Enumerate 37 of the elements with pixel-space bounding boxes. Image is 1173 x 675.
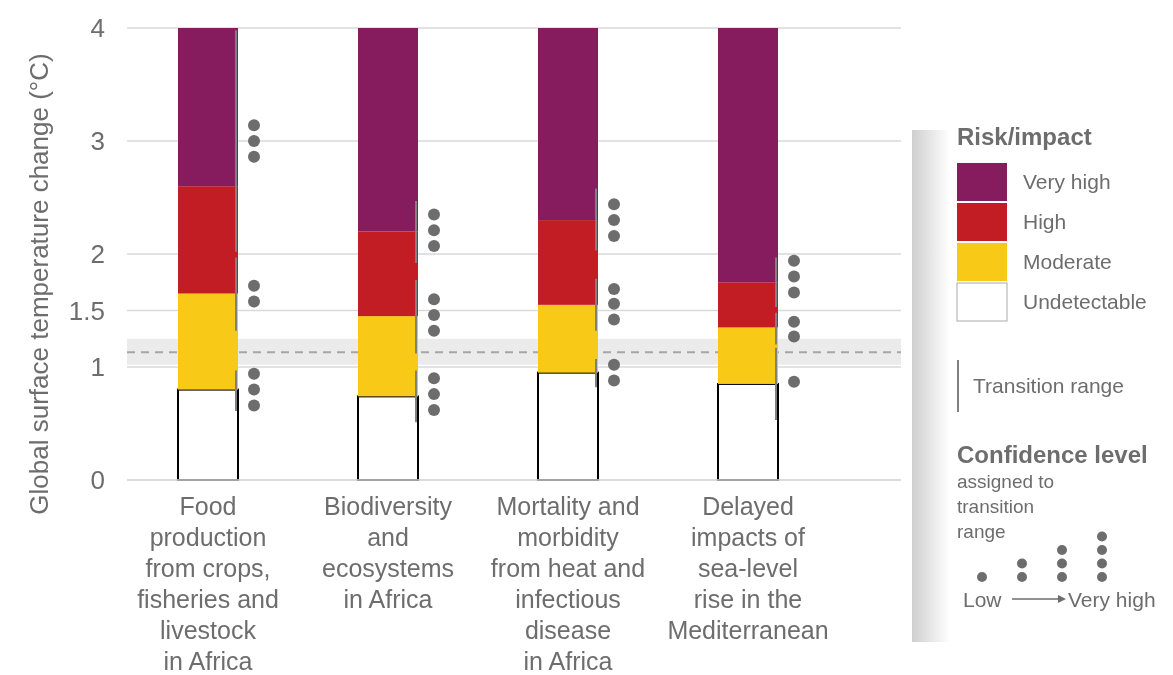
- y-tick-label: 3: [90, 126, 105, 157]
- bar: [358, 28, 418, 232]
- bar: [718, 28, 778, 283]
- legend-label: High: [1023, 210, 1067, 234]
- text: Transition range: [973, 374, 1124, 398]
- legend-label: Very high: [1023, 170, 1111, 194]
- text: Confidence level: [957, 441, 1148, 468]
- x-tick-label: Food production from crops, fisheries and livestock in Africa: [137, 492, 279, 675]
- x-tick-label: Mortality and morbidity from heat and infectious disease in Africa: [490, 492, 646, 675]
- bar: [538, 304, 598, 373]
- x-tick-label: Delayed impacts of sea-level rise in the Mediterranean: [667, 492, 829, 644]
- bar: [178, 28, 238, 187]
- bar: [358, 316, 418, 397]
- text: Undetectable: [1023, 290, 1147, 314]
- y-tick-label: 1.5: [68, 295, 105, 326]
- y-tick-label: 4: [90, 13, 105, 44]
- bar: [178, 186, 238, 294]
- text: Very high: [1068, 588, 1156, 612]
- bar: [538, 220, 598, 305]
- y-tick-label: 0: [90, 465, 105, 496]
- bar: [177, 388, 239, 481]
- bar: [357, 395, 419, 481]
- bar: [717, 382, 779, 481]
- bar: [537, 371, 599, 481]
- bar: [178, 293, 238, 390]
- text: assigned to transition range: [957, 471, 1055, 542]
- text: Low: [963, 588, 1003, 612]
- x-tick-label: Biodiversity and ecosystems in Africa: [322, 492, 454, 613]
- y-axis-title: Global surface temperature change (°C): [24, 53, 54, 515]
- bar: [718, 327, 778, 384]
- bar: [358, 231, 418, 317]
- y-tick-label: 2: [90, 239, 105, 270]
- y-tick-label: 1: [90, 352, 105, 383]
- bar: [718, 282, 778, 328]
- legend-label: Moderate: [1023, 250, 1112, 274]
- legend-title: Risk/impact: [957, 123, 1092, 150]
- bar: [538, 28, 598, 221]
